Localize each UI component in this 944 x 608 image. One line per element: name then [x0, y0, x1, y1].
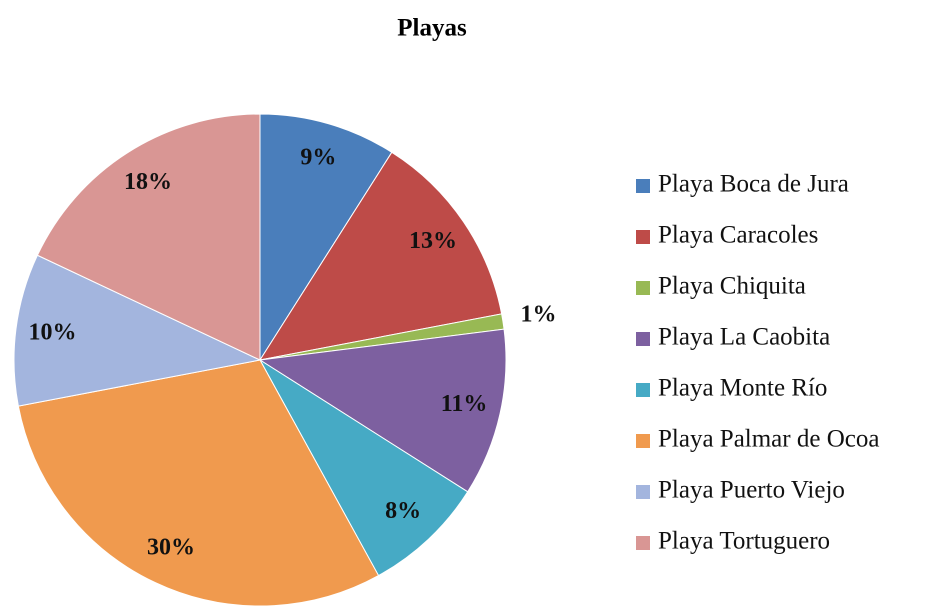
data-label: 9% — [300, 145, 336, 171]
legend-label: Playa Caracoles — [658, 222, 818, 249]
data-label: 18% — [124, 169, 172, 195]
legend-swatch — [636, 281, 650, 295]
data-label: 8% — [385, 498, 421, 524]
legend-label: Playa Palmar de Ocoa — [658, 426, 879, 453]
data-label: 13% — [409, 228, 457, 254]
legend-label: Playa Chiquita — [658, 273, 806, 300]
pie-slice — [258, 328, 507, 493]
pie-slice — [259, 113, 393, 362]
legend-swatch — [636, 434, 650, 448]
legend-label: Playa Boca de Jura — [658, 171, 849, 198]
data-label: 10% — [29, 319, 77, 345]
data-label: 11% — [441, 391, 488, 417]
legend-swatch — [636, 332, 650, 346]
legend-label: Playa Monte Río — [658, 375, 827, 402]
legend-swatch — [636, 536, 650, 550]
pie-slice — [36, 113, 261, 361]
legend-label: Playa Tortuguero — [658, 528, 830, 555]
pie-slice — [13, 254, 262, 407]
legend-swatch — [636, 179, 650, 193]
legend-label: Playa Puerto Viejo — [658, 477, 845, 504]
pie-slice — [17, 359, 380, 607]
data-label: 30% — [147, 535, 195, 561]
pie-slice — [259, 359, 469, 577]
chart-title: Playas — [397, 15, 467, 42]
legend-swatch — [636, 230, 650, 244]
data-label: 1% — [521, 301, 557, 327]
legend-swatch — [636, 485, 650, 499]
pie-slice — [258, 151, 503, 361]
legend-label: Playa La Caobita — [658, 324, 830, 351]
legend-swatch — [636, 383, 650, 397]
